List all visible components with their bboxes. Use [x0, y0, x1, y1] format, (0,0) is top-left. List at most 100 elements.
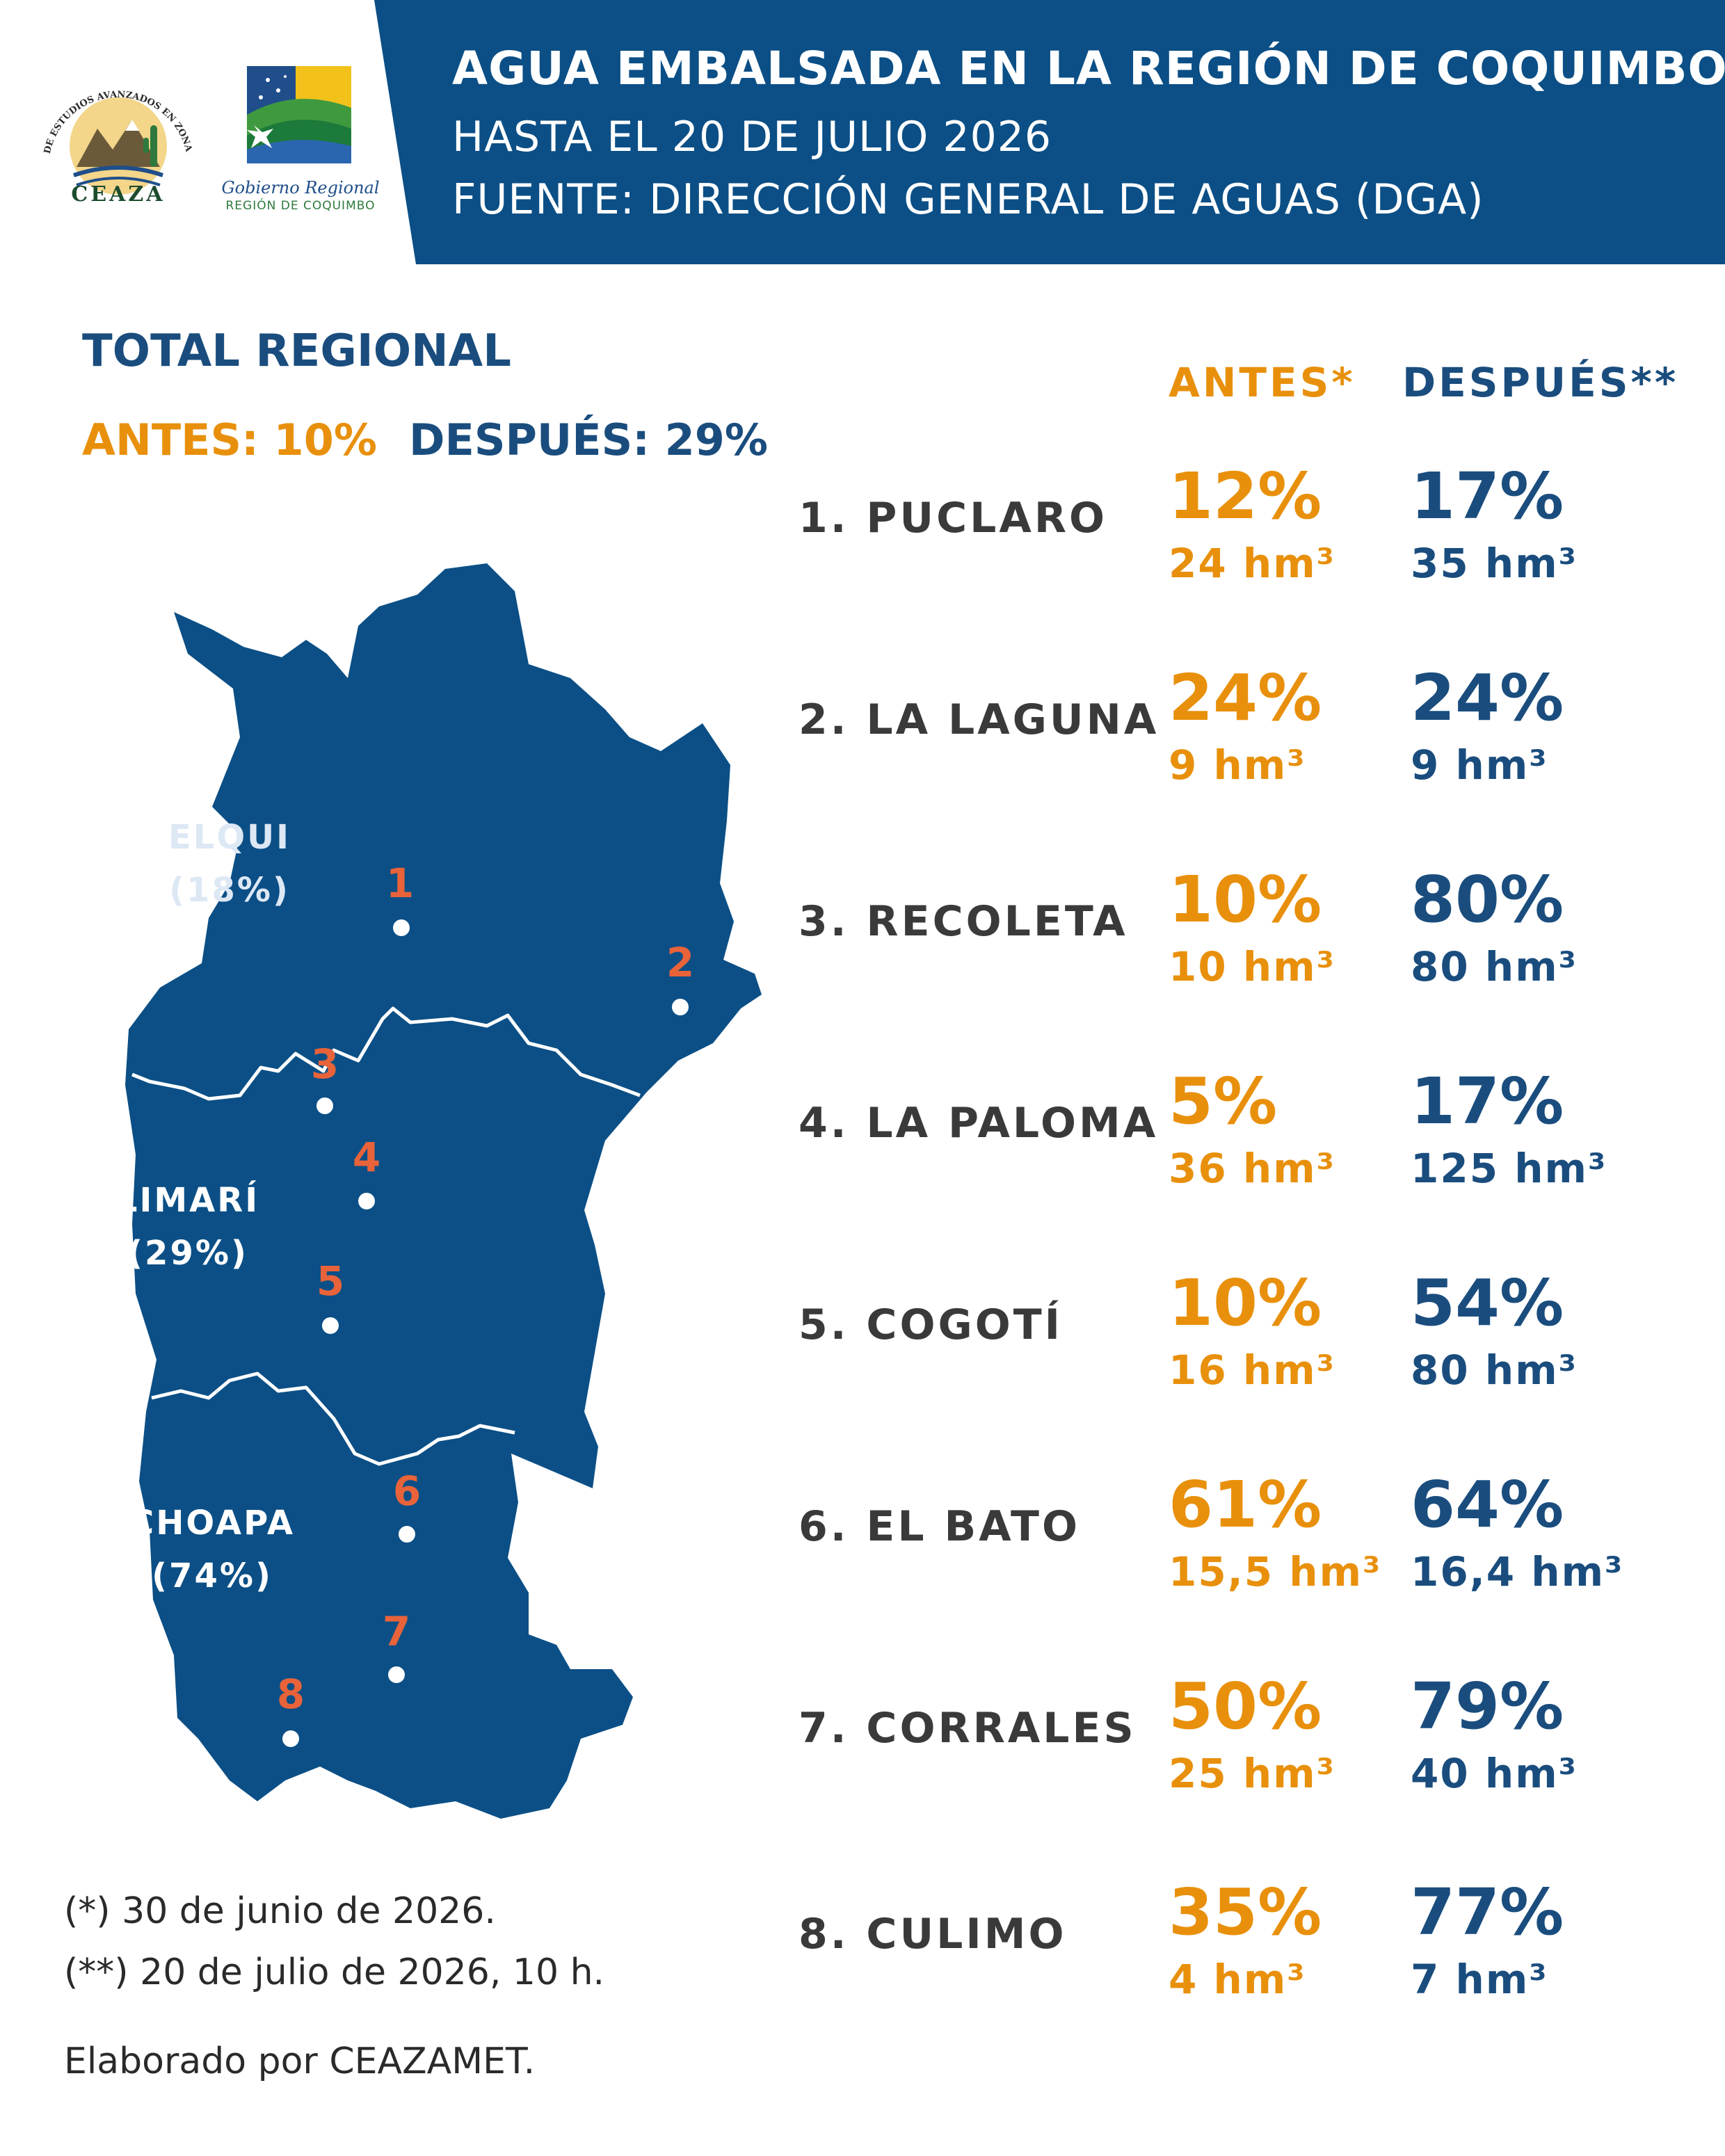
marker-number: 3	[311, 1040, 339, 1088]
antes-volume: 16 hm³	[1169, 1346, 1336, 1394]
marker-number: 2	[666, 939, 694, 986]
map-region-shape	[125, 563, 762, 1819]
despues-volume: 40 hm³	[1411, 1750, 1578, 1797]
antes-volume: 25 hm³	[1169, 1750, 1336, 1797]
map-border-limari-choapa	[151, 1371, 515, 1466]
marker-number: 4	[353, 1134, 380, 1181]
antes-percent: 10%	[1169, 862, 1322, 937]
marker-number: 8	[277, 1671, 305, 1718]
reservoir-marker: 2	[666, 939, 694, 1015]
reservoir-name: 5. COGOTÍ	[799, 1301, 1063, 1349]
reservoir-row: 7. CORRALES 50% 25 hm³ 79% 40 hm³	[0, 1669, 1725, 1871]
despues-volume: 125 hm³	[1411, 1145, 1607, 1192]
marker-dot	[388, 1666, 405, 1683]
page-date: HASTA EL 20 DE JULIO 2026	[452, 113, 1052, 161]
marker-number: 6	[393, 1467, 421, 1515]
reservoir-name: 1. PUCLARO	[799, 494, 1108, 542]
antes-volume: 9 hm³	[1169, 741, 1306, 789]
antes-volume: 24 hm³	[1169, 540, 1336, 587]
reservoir-marker: 4	[353, 1134, 380, 1209]
region-name: ELQUI	[168, 818, 291, 857]
header-banner-shape	[374, 0, 1725, 264]
reservoir-name: 8. CULIMO	[799, 1910, 1067, 1958]
gobierno-regional-name: Gobierno Regional	[221, 178, 380, 198]
ceaza-name: CEAZA	[71, 182, 166, 207]
antes-percent: 35%	[1169, 1875, 1322, 1949]
reservoir-marker: 3	[311, 1040, 339, 1114]
reservoir-row: 3. RECOLETA 10% 10 hm³ 80% 80 hm³	[0, 862, 1725, 1064]
ceaza-logo: CENTRO DE ESTUDIOS AVANZADOS EN ZONAS ÁR…	[35, 56, 194, 195]
marker-dot	[672, 999, 689, 1015]
region-labels: ELQUI (18%) LIMARÍ (29%) CHOAPA (74%)	[116, 818, 295, 1595]
despues-volume: 16,4 hm³	[1411, 1548, 1624, 1595]
antes-volume: 10 hm³	[1169, 943, 1336, 990]
reservoir-row: 1. PUCLARO 12% 24 hm³ 17% 35 hm³	[0, 459, 1725, 661]
despues-percent: 64%	[1411, 1467, 1564, 1542]
region-percent: (18%)	[169, 871, 290, 910]
total-antes: ANTES: 10%	[82, 415, 377, 465]
despues-percent: 80%	[1411, 862, 1564, 937]
reservoir-marker: 6	[393, 1467, 421, 1543]
gobierno-regional-region: REGIÓN DE COQUIMBO	[225, 199, 376, 213]
region-name: CHOAPA	[129, 1504, 295, 1543]
map-border-elqui-limari	[131, 1006, 641, 1101]
credit-line: Elaborado por CEAZAMET.	[64, 2041, 536, 2082]
region-percent: (29%)	[127, 1234, 248, 1273]
total-despues: DESPUÉS: 29%	[409, 415, 769, 465]
despues-volume: 9 hm³	[1411, 741, 1548, 789]
reservoir-name: 7. CORRALES	[799, 1704, 1137, 1753]
antes-volume: 4 hm³	[1169, 1956, 1306, 2003]
despues-volume: 80 hm³	[1411, 943, 1578, 990]
antes-volume: 15,5 hm³	[1169, 1548, 1382, 1595]
reservoir-row: 5. COGOTÍ 10% 16 hm³ 54% 80 hm³	[0, 1266, 1725, 1467]
column-header-antes: ANTES*	[1169, 359, 1356, 406]
marker-dot	[358, 1193, 375, 1209]
despues-volume: 35 hm³	[1411, 540, 1578, 587]
reservoir-marker: 5	[316, 1257, 344, 1334]
despues-volume: 7 hm³	[1411, 1956, 1548, 2003]
despues-percent: 77%	[1411, 1875, 1564, 1949]
header-banner	[374, 0, 1725, 264]
antes-percent: 50%	[1169, 1669, 1322, 1744]
reservoir-row: 6. EL BATO 61% 15,5 hm³ 64% 16,4 hm³	[0, 1467, 1725, 1669]
marker-number: 1	[386, 860, 414, 907]
reservoir-name: 6. EL BATO	[799, 1502, 1080, 1551]
despues-percent: 79%	[1411, 1669, 1564, 1744]
despues-volume: 80 hm³	[1411, 1346, 1578, 1394]
marker-dot	[399, 1526, 415, 1543]
reservoir-name: 4. LA PALOMA	[799, 1099, 1159, 1148]
footnote-antes: (*) 30 de junio de 2026.	[64, 1890, 496, 1932]
marker-dot	[316, 1097, 333, 1114]
region-map: ELQUI (18%) LIMARÍ (29%) CHOAPA (74%) 1 …	[116, 563, 762, 1819]
despues-percent: 54%	[1411, 1266, 1564, 1340]
total-regional-label: TOTAL REGIONAL	[82, 325, 511, 377]
footnote-despues: (**) 20 de julio de 2026, 10 h.	[64, 1952, 605, 1993]
antes-volume: 36 hm³	[1169, 1145, 1336, 1192]
reservoir-markers: 1 2 3 4 5 6 7 8	[277, 860, 694, 1747]
page-source: FUENTE: DIRECCIÓN GENERAL DE AGUAS (DGA)	[452, 175, 1484, 224]
gobierno-regional-logo	[247, 66, 351, 163]
marker-dot	[322, 1317, 339, 1334]
reservoir-name: 3. RECOLETA	[799, 897, 1128, 946]
marker-number: 7	[383, 1608, 410, 1655]
despues-percent: 17%	[1411, 1064, 1564, 1139]
marker-dot	[393, 919, 410, 936]
reservoir-row: 8. CULIMO 35% 4 hm³ 77% 7 hm³	[0, 1875, 1725, 2077]
region-name: LIMARÍ	[116, 1180, 259, 1220]
antes-percent: 12%	[1169, 459, 1322, 533]
reservoir-marker: 8	[277, 1671, 305, 1747]
reservoir-marker: 1	[386, 860, 414, 936]
despues-percent: 24%	[1411, 661, 1564, 735]
despues-percent: 17%	[1411, 459, 1564, 533]
marker-dot	[282, 1730, 299, 1747]
reservoir-row: 4. LA PALOMA 5% 36 hm³ 17% 125 hm³	[0, 1064, 1725, 1266]
column-header-despues: DESPUÉS**	[1402, 359, 1679, 406]
region-percent: (74%)	[152, 1556, 273, 1595]
antes-percent: 24%	[1169, 661, 1322, 735]
reservoir-name: 2. LA LAGUNA	[799, 695, 1160, 744]
page-title: AGUA EMBALSADA EN LA REGIÓN DE COQUIMBO	[452, 42, 1725, 95]
reservoir-row: 2. LA LAGUNA 24% 9 hm³ 24% 9 hm³	[0, 661, 1725, 862]
marker-number: 5	[316, 1257, 344, 1305]
reservoir-marker: 7	[383, 1608, 410, 1683]
antes-percent: 5%	[1169, 1064, 1278, 1139]
